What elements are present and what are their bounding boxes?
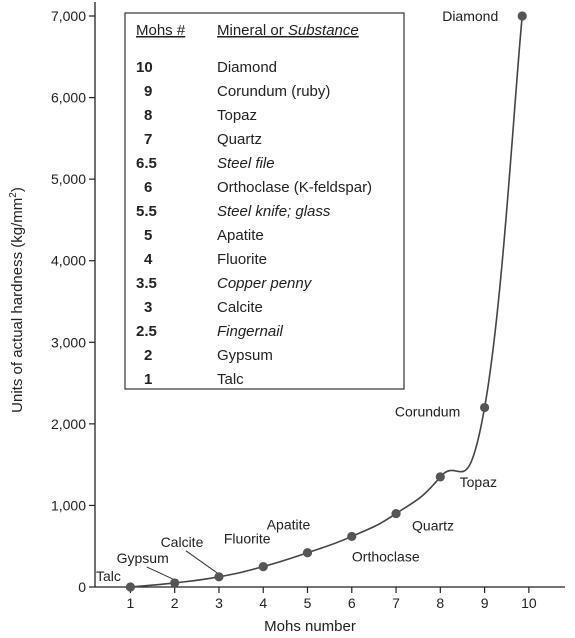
table-mohs-value: 8 bbox=[144, 107, 152, 124]
table-mineral-name: Diamond bbox=[217, 59, 277, 76]
label-leader-lines bbox=[146, 550, 218, 580]
y-axis-label-main: Units of actual hardness (kg/mm bbox=[9, 198, 26, 413]
x-tick-label: 1 bbox=[127, 595, 135, 611]
point-label-apatite: Apatite bbox=[267, 517, 311, 533]
point-label-talc: Talc bbox=[96, 568, 121, 584]
data-point-corundum bbox=[479, 402, 490, 413]
point-label-orthoclase: Orthoclase bbox=[352, 548, 420, 564]
mohs-scale-table: Mohs # Mineral or Substance 10 Diamond 9 Co… bbox=[124, 12, 405, 390]
table-mineral-name: Talc bbox=[217, 371, 244, 388]
x-tick-label: 6 bbox=[348, 595, 356, 611]
table-mohs-value: 2.5 bbox=[136, 323, 157, 340]
data-point-orthoclase bbox=[347, 531, 357, 542]
x-axis-ticks: 1 2 3 4 5 6 7 8 9 10 bbox=[127, 587, 537, 611]
table-mohs-value: 7 bbox=[144, 131, 152, 148]
point-label-gypsum: Gypsum bbox=[117, 550, 169, 566]
data-point-talc bbox=[125, 582, 136, 592]
table-mohs-value: 4 bbox=[144, 251, 153, 268]
table-mohs-value: 6 bbox=[144, 179, 152, 196]
table-mineral-name: Quartz bbox=[217, 131, 262, 148]
x-tick-label: 5 bbox=[304, 595, 312, 611]
data-point-fluorite bbox=[258, 562, 268, 572]
table-mohs-value: 5.5 bbox=[136, 203, 157, 220]
y-axis-label-end: ) bbox=[9, 187, 26, 192]
table-header-substance-text: Substance bbox=[288, 22, 359, 39]
table-mineral-name: Gypsum bbox=[217, 347, 273, 364]
leader-line bbox=[146, 566, 173, 580]
leader-line bbox=[185, 550, 218, 574]
table-border bbox=[124, 12, 405, 390]
x-tick-label: 3 bbox=[215, 595, 223, 611]
point-label-diamond: Diamond bbox=[442, 8, 498, 24]
table-mineral-name: Steel file bbox=[217, 155, 275, 172]
y-tick-label: 6,000 bbox=[51, 90, 86, 106]
hardness-curve bbox=[130, 15, 524, 588]
data-point-gypsum bbox=[170, 578, 180, 588]
table-rows: 10 Diamond 9 Corundum (ruby) 8 Topaz 7 Quartz 6.… bbox=[136, 59, 372, 388]
table-mohs-value: 5 bbox=[144, 227, 152, 244]
point-label-corundum: Corundum bbox=[395, 404, 460, 420]
table-mohs-value: 1 bbox=[144, 371, 152, 388]
x-axis-label: Mohs number bbox=[264, 618, 356, 635]
x-tick-label: 4 bbox=[259, 595, 267, 611]
data-point-quartz bbox=[391, 508, 401, 519]
table-mineral-name: Copper penny bbox=[217, 275, 313, 292]
table-mineral-name: Corundum (ruby) bbox=[217, 83, 330, 100]
table-mineral-name: Apatite bbox=[217, 227, 264, 244]
x-tick-label: 7 bbox=[392, 595, 400, 611]
table-header-mineral: Mineral or Substance bbox=[217, 22, 359, 39]
data-point-apatite bbox=[302, 548, 313, 558]
table-mineral-name: Steel knife; glass bbox=[217, 203, 331, 220]
y-tick-label: 7,000 bbox=[51, 8, 86, 24]
point-label-topaz: Topaz bbox=[460, 474, 497, 490]
y-tick-label: 2,000 bbox=[51, 416, 86, 432]
point-label-fluorite: Fluorite bbox=[224, 531, 271, 547]
y-tick-label: 3,000 bbox=[51, 334, 86, 350]
table-mohs-value: 6.5 bbox=[136, 155, 157, 172]
x-tick-label: 9 bbox=[481, 595, 489, 611]
y-tick-label: 4,000 bbox=[51, 253, 86, 269]
y-tick-label: 0 bbox=[78, 579, 86, 595]
point-label-calcite: Calcite bbox=[161, 534, 204, 550]
y-axis-ticks: 0 1,000 2,000 3,000 4,000 5,000 6,000 7,000 bbox=[51, 8, 95, 595]
y-tick-label: 1,000 bbox=[51, 497, 86, 513]
x-tick-label: 2 bbox=[171, 595, 179, 611]
table-mineral-name: Calcite bbox=[217, 299, 263, 316]
table-mohs-value: 3.5 bbox=[136, 275, 157, 292]
y-axis-label-superscript: 2 bbox=[8, 192, 19, 198]
table-mineral-name: Fingernail bbox=[217, 323, 284, 340]
table-mohs-value: 3 bbox=[144, 299, 152, 316]
x-tick-label: 10 bbox=[521, 595, 537, 611]
data-point-calcite bbox=[214, 572, 224, 582]
table-mineral-name: Topaz bbox=[217, 107, 257, 124]
table-header-mineral-text: Mineral or bbox=[217, 22, 288, 39]
x-tick-label: 8 bbox=[436, 595, 444, 611]
table-mohs-value: 9 bbox=[144, 83, 152, 100]
table-mohs-value: 10 bbox=[136, 59, 153, 76]
y-tick-label: 5,000 bbox=[51, 171, 86, 187]
data-point-topaz bbox=[435, 472, 445, 482]
table-mohs-value: 2 bbox=[144, 347, 152, 364]
table-mineral-name: Fluorite bbox=[217, 251, 267, 268]
data-points bbox=[125, 11, 527, 592]
table-header-mohs: Mohs # bbox=[136, 22, 186, 39]
y-axis-label: Units of actual hardness (kg/mm2) bbox=[8, 187, 26, 413]
data-point-diamond bbox=[517, 11, 527, 21]
table-mineral-name: Orthoclase (K-feldspar) bbox=[217, 179, 372, 196]
point-label-quartz: Quartz bbox=[412, 518, 454, 534]
